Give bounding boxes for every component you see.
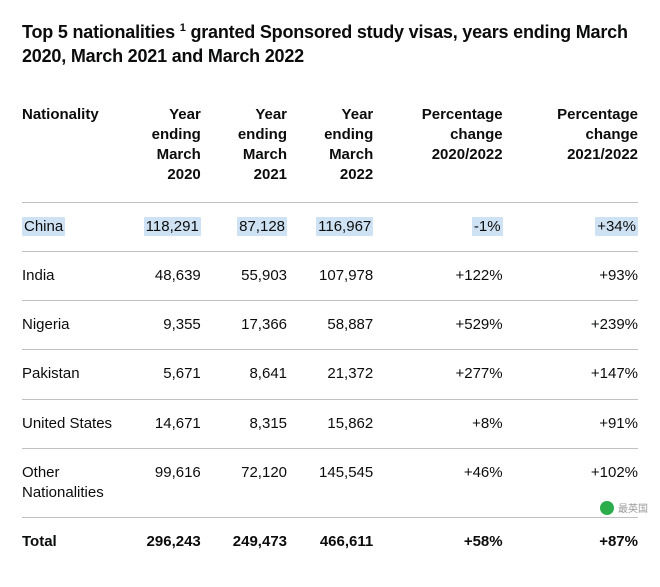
col-year-2020: Year ending March 2020 (121, 97, 207, 203)
col-pct-2021-2022: Percentage change 2021/2022 (509, 97, 638, 203)
watermark-text: 最英国 (618, 500, 648, 515)
table-row-total: Total296,243249,473466,611+58%+87% (22, 518, 638, 567)
cell-p21: +91% (509, 399, 638, 448)
table-row: Other Nationalities99,61672,120145,545+4… (22, 448, 638, 518)
title-part-a: Top 5 nationalities (22, 22, 175, 42)
watermark: 最英国 (600, 500, 648, 515)
cell-y22: 58,887 (293, 301, 379, 350)
col-pct-2020-2022: Percentage change 2020/2022 (379, 97, 508, 203)
cell-y21: 72,120 (207, 448, 293, 518)
cell-p20: +277% (379, 350, 508, 399)
page-title: Top 5 nationalities 1 granted Sponsored … (22, 20, 638, 69)
cell-total-p20: +58% (379, 518, 508, 567)
col-nationality: Nationality (22, 97, 121, 203)
cell-nat: Nigeria (22, 301, 121, 350)
cell-y21: 8,315 (207, 399, 293, 448)
cell-p20: +529% (379, 301, 508, 350)
cell-p20: +8% (379, 399, 508, 448)
table-header-row: Nationality Year ending March 2020 Year … (22, 97, 638, 203)
highlight: 87,128 (237, 217, 287, 236)
cell-p20: +46% (379, 448, 508, 518)
cell-total-p21: +87% (509, 518, 638, 567)
cell-p21: +147% (509, 350, 638, 399)
cell-y22: 21,372 (293, 350, 379, 399)
table-row: Pakistan5,6718,64121,372+277%+147% (22, 350, 638, 399)
cell-nat: Pakistan (22, 350, 121, 399)
cell-p21: +34% (509, 202, 638, 251)
cell-total-y22: 466,611 (293, 518, 379, 567)
highlight: 116,967 (316, 217, 373, 236)
highlight: 118,291 (144, 217, 201, 236)
cell-total-y20: 296,243 (121, 518, 207, 567)
col-year-2022: Year ending March 2022 (293, 97, 379, 203)
cell-total-nat: Total (22, 518, 121, 567)
cell-p20: +122% (379, 251, 508, 300)
table-row: China 118,291 87,128 116,967 -1% +34% (22, 202, 638, 251)
table-row: Nigeria9,35517,36658,887+529%+239% (22, 301, 638, 350)
cell-y21: 8,641 (207, 350, 293, 399)
cell-y22: 145,545 (293, 448, 379, 518)
cell-nat: Other Nationalities (22, 448, 121, 518)
cell-y20: 48,639 (121, 251, 207, 300)
cell-nat: China (22, 202, 121, 251)
highlight: -1% (472, 217, 503, 236)
cell-y22: 15,862 (293, 399, 379, 448)
table-body: China 118,291 87,128 116,967 -1% +34% India48,… (22, 202, 638, 567)
cell-y21: 87,128 (207, 202, 293, 251)
col-year-2021: Year ending March 2021 (207, 97, 293, 203)
cell-nat: United States (22, 399, 121, 448)
title-footnote-marker: 1 (180, 22, 186, 34)
table-row: India48,63955,903107,978+122%+93% (22, 251, 638, 300)
cell-p20: -1% (379, 202, 508, 251)
cell-nat: India (22, 251, 121, 300)
cell-y21: 17,366 (207, 301, 293, 350)
cell-y21: 55,903 (207, 251, 293, 300)
highlight: +34% (595, 217, 638, 236)
cell-y20: 5,671 (121, 350, 207, 399)
watermark-icon (600, 501, 614, 515)
cell-p21: +239% (509, 301, 638, 350)
cell-p21: +93% (509, 251, 638, 300)
cell-y20: 99,616 (121, 448, 207, 518)
cell-y20: 9,355 (121, 301, 207, 350)
visa-table: Nationality Year ending March 2020 Year … (22, 97, 638, 567)
table-row: United States14,6718,31515,862+8%+91% (22, 399, 638, 448)
cell-y20: 14,671 (121, 399, 207, 448)
cell-total-y21: 249,473 (207, 518, 293, 567)
cell-y22: 116,967 (293, 202, 379, 251)
cell-y20: 118,291 (121, 202, 207, 251)
highlight: China (22, 217, 65, 236)
cell-y22: 107,978 (293, 251, 379, 300)
